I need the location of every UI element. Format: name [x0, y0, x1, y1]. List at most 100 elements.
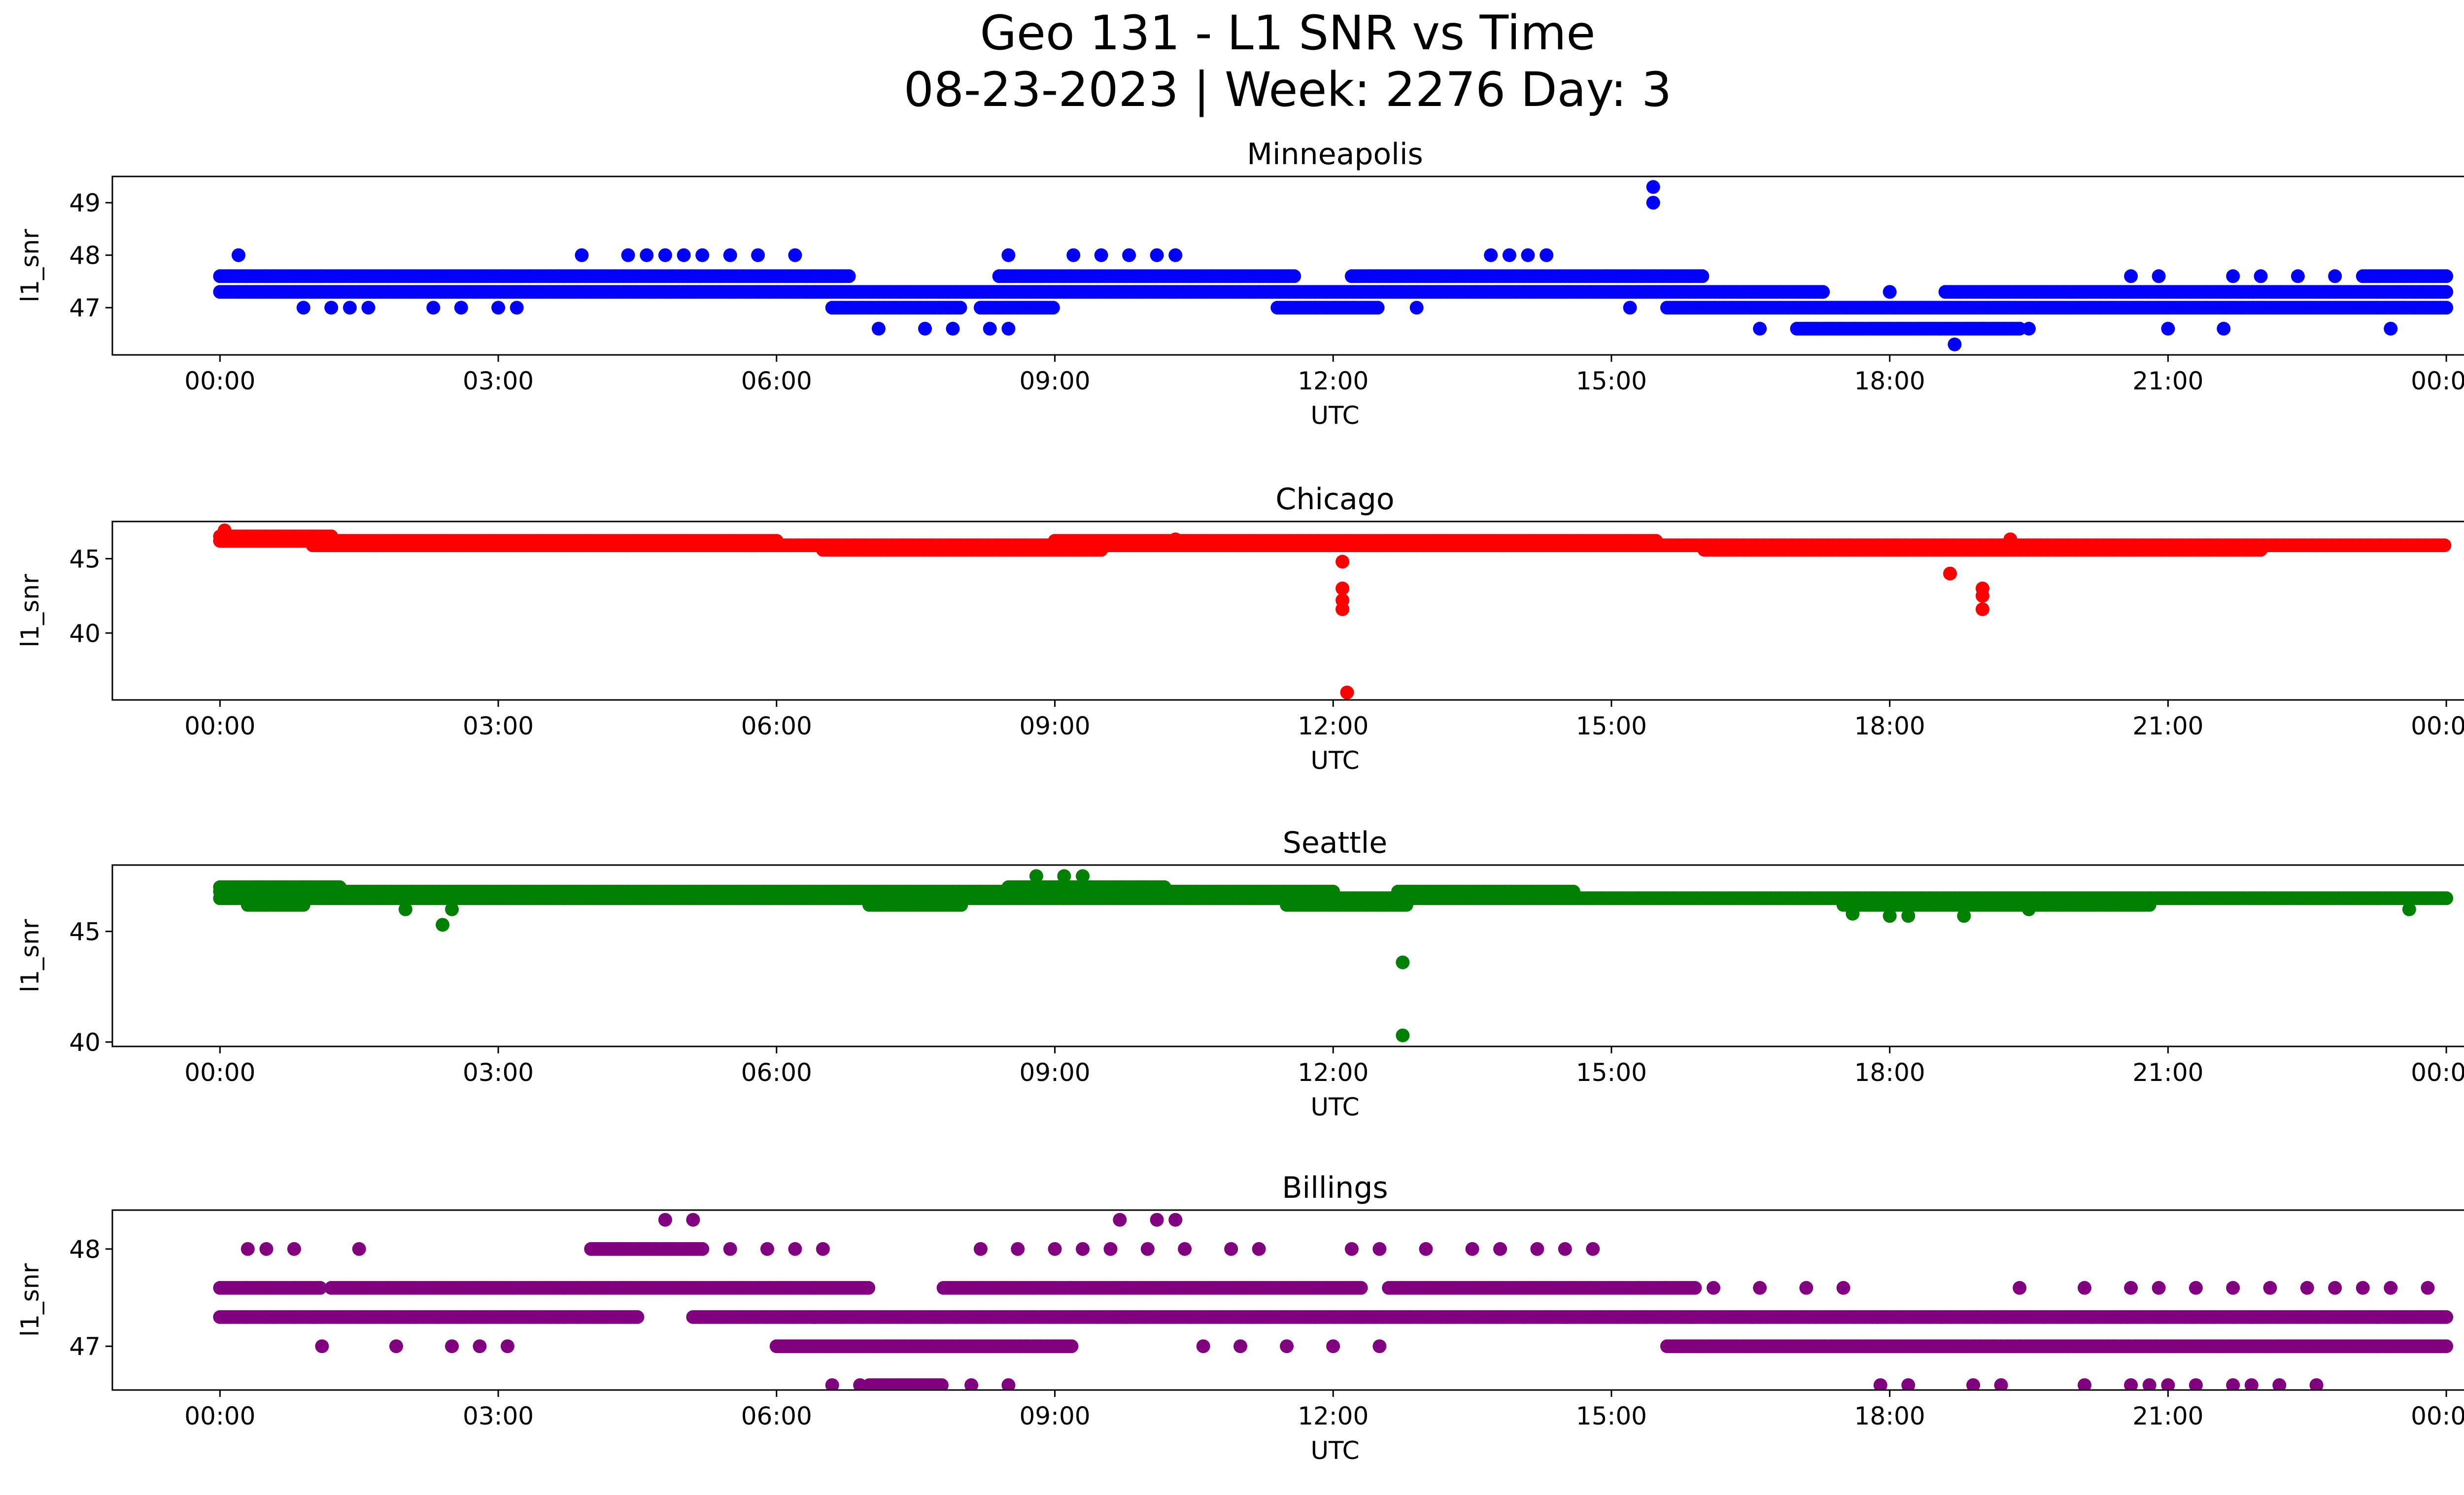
- seattle-xtick-label: 00:00: [184, 1058, 255, 1087]
- minneapolis-point: [751, 248, 765, 262]
- minneapolis-point: [1001, 321, 1016, 336]
- minneapolis-point: [2439, 301, 2454, 315]
- minneapolis-point: [2161, 321, 2175, 336]
- chicago-ytick-label: 40: [69, 619, 101, 648]
- seattle-xtick-label: 06:00: [741, 1058, 812, 1087]
- minneapolis-xtick-label: 06:00: [741, 367, 812, 395]
- seattle-series: [213, 869, 2454, 1043]
- seattle-point: [445, 902, 459, 916]
- minneapolis-point: [426, 301, 441, 315]
- minneapolis-point: [2291, 269, 2305, 283]
- seattle-point: [1882, 909, 1897, 923]
- minneapolis-point: [510, 301, 524, 315]
- billings-title: Billings: [1282, 1171, 1388, 1205]
- chicago-xtick-label: 18:00: [1854, 712, 1925, 740]
- chicago-xlabel: UTC: [1310, 746, 1359, 775]
- chicago-point: [1168, 532, 1183, 547]
- seattle-xtick-label: 00:00: [2411, 1058, 2464, 1087]
- seattle-xtick-label: 18:00: [1854, 1058, 1925, 1087]
- minneapolis-point: [491, 301, 506, 315]
- seattle-point: [296, 898, 310, 912]
- minneapolis-series: [213, 180, 2454, 351]
- seattle-point: [2439, 891, 2454, 905]
- chicago-xtick-label: 21:00: [2132, 712, 2203, 740]
- chicago-xtick-label: 15:00: [1576, 712, 1647, 740]
- minneapolis-point: [361, 301, 376, 315]
- chicago-point: [1335, 555, 1350, 569]
- chicago-point: [1335, 581, 1350, 595]
- minneapolis-xlabel: UTC: [1310, 401, 1359, 430]
- minneapolis-point: [1150, 248, 1164, 262]
- seattle-point: [1396, 955, 1410, 970]
- chicago-series: [213, 523, 2452, 699]
- minneapolis-point: [2384, 321, 2398, 336]
- minneapolis-axes-frame: [111, 175, 2464, 356]
- seattle-ylabel: l1_snr: [16, 919, 44, 992]
- minneapolis-ylabel: l1_snr: [16, 229, 44, 302]
- minneapolis-xtick-label: 09:00: [1019, 367, 1090, 395]
- minneapolis-point: [723, 248, 737, 262]
- seattle-point: [2022, 902, 2036, 916]
- minneapolis-point: [575, 248, 589, 262]
- seattle-xtick-label: 21:00: [2132, 1058, 2203, 1087]
- figure-title-line2: 08-23-2023 | Week: 2276 Day: 3: [904, 62, 1672, 118]
- minneapolis-point: [1623, 301, 1637, 315]
- seattle-xtick-label: 15:00: [1576, 1058, 1647, 1087]
- seattle-point: [2142, 898, 2156, 912]
- minneapolis-point: [454, 301, 468, 315]
- chicago-point: [1975, 589, 1989, 603]
- minneapolis-point: [2226, 269, 2240, 283]
- seattle-point: [2402, 902, 2416, 916]
- minneapolis-point: [2022, 321, 2036, 336]
- minneapolis-point: [1066, 248, 1081, 262]
- seattle-point: [398, 902, 412, 916]
- minneapolis-point: [1646, 180, 1660, 194]
- minneapolis-point: [1816, 285, 1830, 299]
- minneapolis-point: [2217, 321, 2231, 336]
- seattle-point: [1901, 909, 1916, 923]
- seattle-title: Seattle: [1283, 826, 1387, 860]
- minneapolis-xtick-label: 12:00: [1298, 367, 1369, 395]
- minneapolis-point: [2152, 269, 2166, 283]
- seattle-point: [1957, 909, 1971, 923]
- chicago-point: [1943, 566, 1957, 581]
- chicago-xtick-label: 12:00: [1298, 712, 1369, 740]
- chicago-point: [1335, 602, 1350, 616]
- minneapolis-point: [658, 248, 672, 262]
- chicago-xtick-label: 00:00: [184, 712, 255, 740]
- chicago-title: Chicago: [1275, 482, 1394, 517]
- chicago-point: [2437, 538, 2452, 553]
- minneapolis-point: [2328, 269, 2342, 283]
- chicago-ylabel: l1_snr: [16, 574, 44, 647]
- minneapolis-xtick-label: 15:00: [1576, 367, 1647, 395]
- minneapolis-point: [918, 321, 932, 336]
- seattle-point: [1846, 906, 1860, 921]
- minneapolis-point: [842, 269, 856, 283]
- billings-series: [213, 1213, 2454, 1390]
- minneapolis-ytick-label: 47: [69, 294, 101, 322]
- chicago-point: [1340, 685, 1354, 699]
- minneapolis-point: [1046, 301, 1060, 315]
- chicago-xtick-label: 03:00: [463, 712, 534, 740]
- seattle-ytick-label: 40: [69, 1028, 101, 1057]
- seattle-point: [954, 898, 968, 912]
- minneapolis-point: [1540, 248, 1554, 262]
- minneapolis-point: [1001, 248, 1016, 262]
- minneapolis-point: [677, 248, 691, 262]
- minneapolis-point: [621, 248, 635, 262]
- seattle-axes-frame: [111, 864, 2464, 1047]
- minneapolis-point: [1521, 248, 1535, 262]
- minneapolis-point: [1502, 248, 1516, 262]
- minneapolis-point: [1484, 248, 1498, 262]
- chicago-xtick-label: 00:00: [2411, 712, 2464, 740]
- minneapolis-point: [232, 248, 245, 262]
- chicago-point: [1975, 602, 1989, 616]
- minneapolis-point: [1882, 285, 1897, 299]
- seattle-xtick-label: 09:00: [1019, 1058, 1090, 1087]
- minneapolis-point: [871, 321, 886, 336]
